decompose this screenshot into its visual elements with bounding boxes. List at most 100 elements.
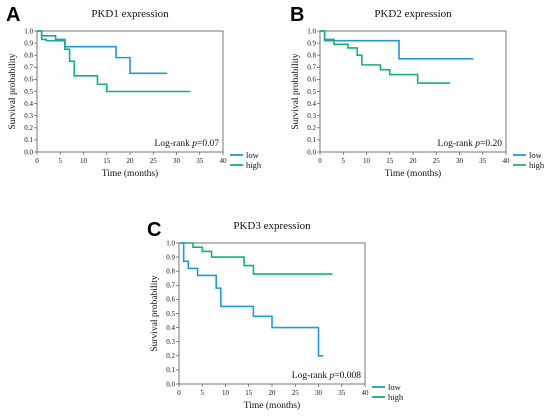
x-tick-label: 10: [222, 389, 230, 397]
x-tick-label: 20: [127, 157, 135, 165]
y-tick-label: 0.5: [24, 88, 33, 96]
y-tick-label: 0.7: [307, 64, 316, 72]
panel-letter: C: [147, 219, 161, 241]
y-tick-label: 0.8: [307, 52, 316, 60]
log-rank-prefix: Log-rank: [292, 371, 330, 381]
x-tick-label: 25: [433, 157, 441, 165]
x-tick-label: 5: [201, 389, 205, 397]
x-axis-label: Time (months): [385, 168, 441, 179]
y-tick-label: 0.3: [307, 112, 316, 120]
legend-label-high: high: [388, 392, 404, 402]
y-tick-label: 0.1: [24, 136, 33, 144]
x-tick-label: 30: [315, 389, 323, 397]
log-rank-annotation: Log-rank p=0.07: [155, 139, 220, 149]
y-tick-label: 1.0: [24, 27, 33, 35]
p-value: =0.07: [197, 139, 219, 149]
y-axis-label: Survival probability: [8, 53, 18, 130]
y-tick-label: 0.5: [166, 310, 175, 318]
legend-label-low: low: [246, 150, 260, 160]
x-tick-label: 40: [362, 389, 370, 397]
series-line-low: [37, 30, 168, 75]
legend-label-low: low: [529, 150, 543, 160]
x-tick-label: 0: [177, 389, 181, 397]
x-tick-label: 0: [318, 157, 322, 165]
p-symbol: p: [329, 371, 335, 381]
x-tick-label: 5: [59, 157, 63, 165]
plot-frame: [178, 242, 366, 385]
x-tick-label: 30: [173, 157, 181, 165]
x-axis-label: Time (months): [244, 400, 300, 411]
x-tick-label: 35: [479, 157, 487, 165]
x-tick-label: 20: [269, 389, 277, 397]
y-axis-label: Survival probability: [150, 275, 160, 352]
y-tick-label: 0.5: [307, 88, 316, 96]
series-line-high: [320, 30, 451, 84]
y-tick-label: 0.6: [307, 76, 316, 84]
p-symbol: p: [191, 139, 197, 149]
y-tick-label: 0.3: [24, 112, 33, 120]
x-tick-label: 0: [35, 157, 39, 165]
chart-title: PKD2 expression: [374, 8, 452, 20]
chart-title: PKD1 expression: [91, 8, 169, 20]
x-tick-label: 10: [80, 157, 88, 165]
y-tick-label: 0.2: [24, 124, 33, 132]
y-tick-label: 0.4: [307, 100, 316, 108]
y-tick-label: 1.0: [307, 27, 316, 35]
y-tick-label: 0.9: [24, 39, 33, 47]
y-axis-label: Survival probability: [291, 53, 301, 130]
log-rank-prefix: Log-rank: [438, 139, 476, 149]
log-rank-annotation: Log-rank p=0.20: [438, 139, 503, 149]
panel-letter: B: [290, 4, 304, 26]
series-line-high: [37, 30, 191, 93]
y-tick-label: 0.9: [307, 39, 316, 47]
y-tick-label: 0.7: [166, 282, 175, 290]
x-tick-label: 30: [456, 157, 464, 165]
y-tick-label: 0.2: [166, 352, 175, 360]
x-tick-label: 20: [410, 157, 418, 165]
p-value: =0.20: [480, 139, 502, 149]
plot-frame: [319, 30, 507, 153]
legend-label-high: high: [529, 160, 545, 170]
p-symbol: p: [474, 139, 480, 149]
p-value: =0.008: [334, 371, 361, 381]
x-tick-label: 35: [196, 157, 204, 165]
x-tick-label: 15: [386, 157, 394, 165]
y-tick-label: 0.0: [166, 380, 175, 388]
y-tick-label: 0.4: [24, 100, 33, 108]
legend-label-low: low: [388, 382, 402, 392]
y-tick-label: 0.0: [24, 148, 33, 156]
log-rank-annotation: Log-rank p=0.008: [292, 371, 361, 381]
y-tick-label: 0.9: [166, 253, 175, 261]
y-tick-label: 0.4: [166, 324, 175, 332]
series-line-low: [179, 242, 324, 357]
x-tick-label: 40: [503, 157, 511, 165]
log-rank-prefix: Log-rank: [155, 139, 193, 149]
x-tick-label: 15: [103, 157, 111, 165]
x-axis-label: Time (months): [102, 168, 158, 179]
y-tick-label: 0.8: [166, 268, 175, 276]
y-tick-label: 0.6: [166, 296, 175, 304]
y-tick-label: 0.1: [307, 136, 316, 144]
x-tick-label: 15: [245, 389, 253, 397]
y-tick-label: 0.6: [24, 76, 33, 84]
y-tick-label: 0.1: [166, 366, 175, 374]
series-line-high: [179, 242, 333, 275]
x-tick-label: 25: [150, 157, 158, 165]
panel-a: A PKD1 expression 0 5 10 15 20 25 30 35 40 0.0 0.1 0.…: [6, 4, 262, 179]
x-tick-label: 35: [338, 389, 346, 397]
x-tick-label: 10: [363, 157, 371, 165]
panel-b: B PKD2 expression 0 5 10 15 20 25 30 35 40 0.0 0.1 0.…: [290, 4, 545, 179]
y-tick-label: 0.0: [307, 148, 316, 156]
y-tick-label: 0.7: [24, 64, 33, 72]
chart-title: PKD3 expression: [233, 220, 311, 232]
legend-label-high: high: [246, 160, 262, 170]
y-tick-label: 0.2: [307, 124, 316, 132]
x-tick-label: 40: [220, 157, 228, 165]
x-tick-label: 5: [342, 157, 346, 165]
x-tick-label: 25: [292, 389, 300, 397]
y-tick-label: 0.8: [24, 52, 33, 60]
panel-letter: A: [6, 4, 20, 26]
panel-c: C PKD3 expression 0 5 10 15 20 25 30 35 40 0.0 0.1 0.…: [147, 219, 404, 411]
y-tick-label: 0.3: [166, 338, 175, 346]
